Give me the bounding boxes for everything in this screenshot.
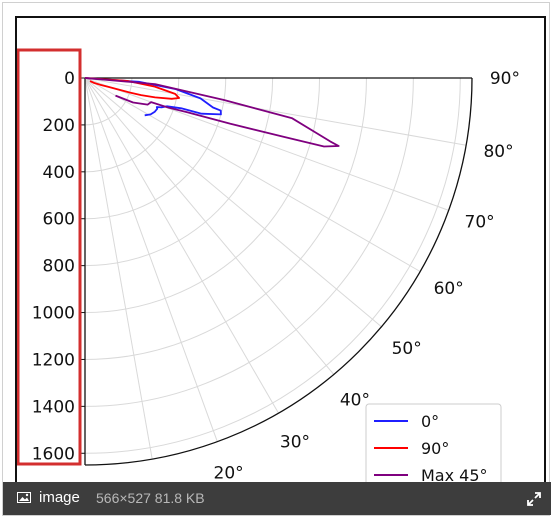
grid-spoke (84, 77, 449, 211)
grid-spoke (84, 77, 279, 414)
series-line-0 (84, 77, 222, 117)
r-tick-label: 200 (43, 116, 75, 136)
theta-tick-label: 90° (490, 69, 520, 89)
image-metadata: 566×527 81.8 KB (96, 490, 205, 506)
r-tick-label: 1000 (32, 304, 75, 324)
chart-frame: 020040060080010001200140016000°10°20°30°… (15, 16, 546, 492)
outer-arc (84, 77, 473, 466)
r-tick-label: 0 (64, 69, 75, 89)
legend-label-1: 90° (421, 439, 449, 458)
r-tick-label: 1200 (32, 350, 75, 370)
r-tick-label: 600 (43, 210, 75, 230)
grid-ring (84, 77, 180, 173)
image-filename: image (39, 489, 80, 506)
theta-tick-label: 20° (214, 464, 244, 484)
grid-spoke (84, 77, 335, 375)
grid-spoke (84, 77, 153, 460)
theta-tick-label: 30° (280, 433, 310, 453)
r-tick-label: 400 (43, 163, 75, 183)
grid-ring (84, 77, 367, 360)
legend-label-2: Max 45° (421, 466, 488, 485)
theta-tick-label: 70° (465, 213, 495, 233)
image-viewer: 020040060080010001200140016000°10°20°30°… (2, 2, 550, 516)
theta-tick-label: 80° (483, 142, 513, 162)
series-line-1 (84, 77, 180, 100)
theta-tick-label: 40° (340, 391, 370, 411)
theta-tick-label: 50° (392, 339, 422, 359)
grid-spoke (84, 77, 467, 146)
grid-ring (84, 77, 274, 267)
highlight-box (17, 48, 82, 466)
grid-spoke (84, 77, 421, 272)
r-tick-label: 1400 (32, 397, 75, 417)
grid-spoke (84, 77, 382, 328)
r-tick-label: 1600 (32, 444, 75, 464)
polar-chart: 020040060080010001200140016000°10°20°30°… (17, 48, 520, 490)
r-tick-label: 800 (43, 257, 75, 277)
grid-ring (84, 77, 227, 220)
image-caption-bar: image 566×527 81.8 KB (3, 482, 551, 515)
theta-tick-label: 60° (434, 279, 464, 299)
grid-spoke (84, 77, 218, 442)
series-line-2 (84, 77, 340, 148)
grid-ring (84, 77, 133, 126)
legend-label-0: 0° (421, 412, 439, 431)
image-icon (17, 492, 31, 503)
grid-ring (84, 77, 414, 407)
legend-box (365, 403, 502, 490)
expand-icon[interactable] (526, 491, 542, 507)
grid-ring (84, 77, 461, 454)
